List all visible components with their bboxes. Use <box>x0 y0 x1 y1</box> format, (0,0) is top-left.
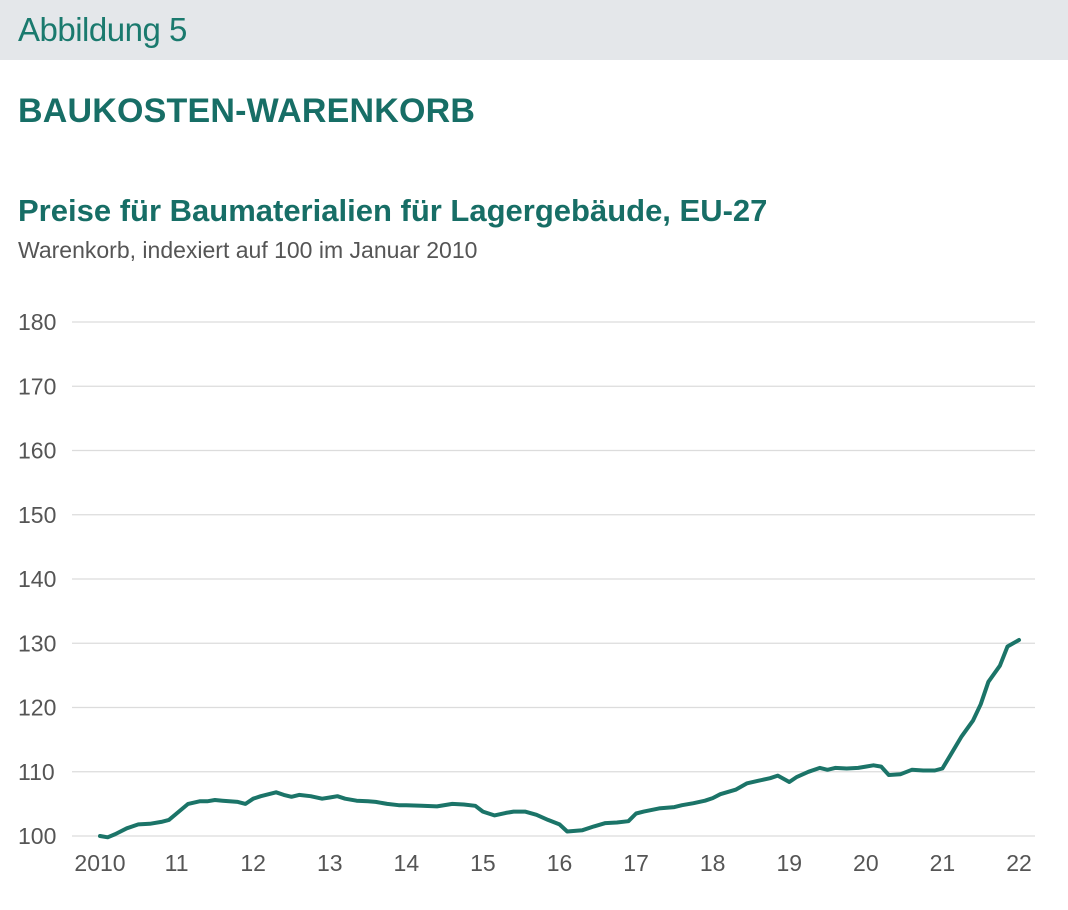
x-tick-label-15: 15 <box>470 850 496 876</box>
y-tick-label-120: 120 <box>18 695 56 721</box>
series-line-0 <box>98 638 1021 840</box>
x-tick-label-11: 11 <box>165 850 189 876</box>
y-tick-label-160: 160 <box>18 438 56 464</box>
x-tick-label-19: 19 <box>776 850 802 876</box>
x-tick-label-16: 16 <box>547 850 573 876</box>
chart-subtitle: Warenkorb, indexiert auf 100 im Januar 2… <box>18 237 478 263</box>
x-tick-label-22: 22 <box>1006 850 1032 876</box>
x-tick-label-20: 20 <box>853 850 879 876</box>
x-tick-label-13: 13 <box>317 850 343 876</box>
y-tick-label-100: 100 <box>18 823 56 849</box>
x-tick-label-18: 18 <box>700 850 726 876</box>
y-tick-label-110: 110 <box>18 759 55 785</box>
x-tick-label-14: 14 <box>394 850 420 876</box>
y-tick-label-150: 150 <box>18 502 56 528</box>
y-tick-label-180: 180 <box>18 309 56 335</box>
y-tick-label-170: 170 <box>18 373 56 399</box>
x-tick-label-2010: 2010 <box>74 850 125 876</box>
x-tick-label-21: 21 <box>930 850 956 876</box>
chart-title: Preise für Baumaterialien für Lagergebäu… <box>18 193 768 228</box>
figure-label: Abbildung 5 <box>18 11 187 48</box>
figure-header-band <box>0 0 1068 60</box>
y-tick-label-130: 130 <box>18 630 56 656</box>
main-title: BAUKOSTEN-WARENKORB <box>18 92 476 130</box>
x-tick-label-12: 12 <box>240 850 266 876</box>
y-tick-label-140: 140 <box>18 566 56 592</box>
x-tick-label-17: 17 <box>623 850 649 876</box>
